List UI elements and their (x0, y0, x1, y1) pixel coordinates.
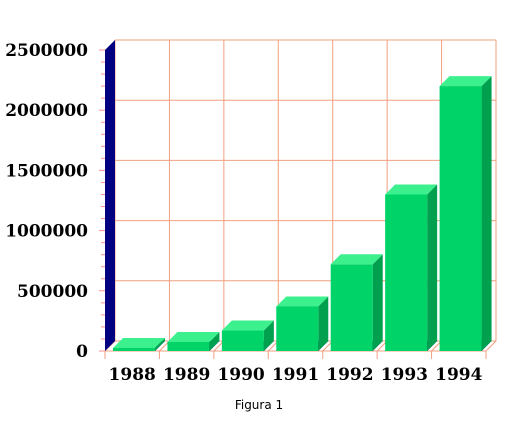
y-tick-label: 2500000 (5, 41, 88, 61)
bar-side (481, 76, 492, 352)
bar-side (427, 184, 438, 351)
bar-top (439, 76, 492, 87)
bar (276, 306, 319, 351)
x-tick-label: 1993 (381, 365, 428, 385)
x-tick-label: 1989 (163, 365, 210, 385)
bar (221, 330, 264, 351)
bar (439, 86, 482, 352)
y-tick-label: 1500000 (5, 161, 88, 181)
bar-side (318, 296, 329, 351)
bar (113, 347, 155, 351)
x-tick-label: 1990 (217, 365, 264, 385)
y-tick-label: 2000000 (5, 101, 88, 121)
x-tick-label: 1988 (109, 365, 156, 385)
bar-side (209, 331, 220, 351)
bar-top (385, 184, 438, 195)
bar (385, 194, 428, 351)
bar (330, 264, 373, 351)
bars (113, 76, 492, 352)
floor-divider (485, 340, 497, 352)
x-tick-label: 1992 (326, 365, 373, 385)
bar (167, 341, 210, 351)
bar-side (372, 254, 383, 351)
x-tick-label: 1991 (272, 365, 319, 385)
bar-side (263, 320, 274, 351)
y-axis-wall (105, 40, 115, 351)
bar-top (330, 254, 383, 265)
bar-side (155, 337, 165, 351)
figure-caption: Figura 1 (234, 398, 284, 412)
y-tick-label: 1000000 (5, 222, 88, 242)
y-tick-labels: 0 500000 1000000 1500000 2000000 2500000 (5, 41, 88, 362)
bar-top (167, 331, 220, 342)
x-tick-label: 1994 (435, 365, 482, 385)
grid (104, 39, 497, 359)
bar-top (276, 296, 329, 307)
y-axis (99, 40, 115, 352)
bar-top (113, 337, 165, 348)
x-tick-labels: 1988 1989 1990 1991 1992 1993 1994 (109, 365, 483, 385)
y-tick-label: 0 (76, 342, 88, 362)
y-tick-label: 500000 (17, 282, 88, 302)
bar-top (221, 320, 274, 331)
